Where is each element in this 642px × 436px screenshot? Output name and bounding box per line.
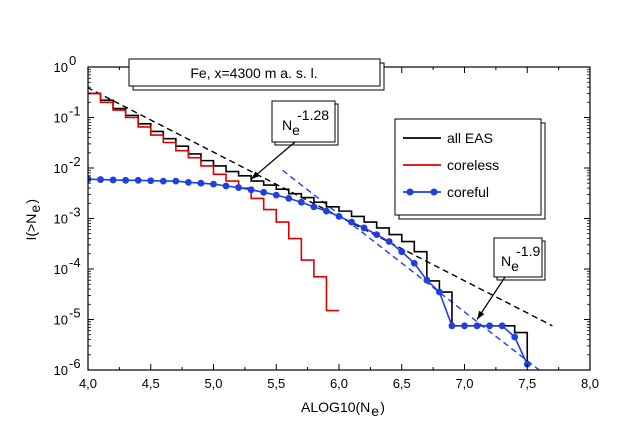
annotation-arrowhead-slope-1.28 bbox=[251, 171, 260, 180]
annotation-box-slope-1.9 bbox=[493, 237, 543, 278]
x-axis-title-close: ) bbox=[380, 399, 385, 415]
data-point-coreful-12 bbox=[235, 184, 243, 191]
data-point-coreful-24 bbox=[385, 238, 393, 245]
y-tick-label: 10 bbox=[54, 262, 68, 277]
data-point-coreful-4 bbox=[134, 176, 142, 184]
annotation-arrow-slope-1.9 bbox=[476, 276, 506, 320]
data-point-coreful-18 bbox=[310, 203, 318, 211]
annotation-sub: e bbox=[292, 122, 300, 138]
x-axis-title: ALOG10(N bbox=[301, 399, 370, 415]
fit-line-fit-1.9 bbox=[282, 169, 541, 370]
annotation-sup: -1.9 bbox=[516, 243, 540, 259]
data-point-coreful-30 bbox=[461, 322, 468, 330]
data-point-coreful-1 bbox=[97, 176, 104, 183]
title-box bbox=[128, 58, 381, 87]
data-point-coreful-13 bbox=[247, 186, 255, 194]
x-axis-title-sub: e bbox=[371, 403, 379, 419]
y-tick-label: 10 bbox=[54, 212, 68, 227]
series-line-coreless bbox=[88, 92, 339, 312]
x-tick-label: 4,0 bbox=[79, 376, 97, 391]
data-point-coreful-7 bbox=[172, 177, 180, 185]
legend-marker bbox=[406, 188, 414, 196]
data-point-coreful-15 bbox=[272, 191, 280, 199]
plot-area bbox=[88, 87, 553, 370]
x-tick-label: 6,0 bbox=[330, 376, 348, 391]
data-point-coreful-16 bbox=[285, 195, 293, 202]
y-tick-exponent: -4 bbox=[69, 255, 81, 270]
data-point-coreful-9 bbox=[197, 179, 205, 187]
chart-title: Fe, x=4300 m a. s. l. bbox=[190, 65, 317, 81]
y-tick-exponent: -2 bbox=[69, 154, 81, 169]
x-tick-label: 5,5 bbox=[267, 376, 285, 391]
data-point-coreful-32 bbox=[486, 322, 493, 330]
annotation-sup: -1.28 bbox=[297, 107, 329, 123]
data-point-coreful-28 bbox=[436, 288, 443, 296]
data-point-coreful-21 bbox=[348, 218, 355, 226]
data-point-coreful-34 bbox=[511, 333, 519, 341]
x-tick-label: 8,0 bbox=[581, 376, 599, 391]
data-point-coreful-11 bbox=[222, 182, 230, 190]
y-tick-exponent: -5 bbox=[69, 306, 81, 321]
annotation-arrowhead-slope-1.9 bbox=[477, 310, 485, 320]
y-axis-title: I(>N bbox=[23, 214, 39, 241]
fit-line-fit-1.28 bbox=[88, 87, 553, 327]
x-tick-label: 7,5 bbox=[518, 376, 536, 391]
data-point-coreful-23 bbox=[373, 231, 381, 238]
legend-label-all-EAS: all EAS bbox=[447, 130, 493, 146]
y-axis-title-group: I(>Ne) bbox=[23, 199, 43, 241]
data-point-coreful-14 bbox=[260, 188, 268, 196]
y-axis-title-close: ) bbox=[23, 199, 39, 204]
data-point-coreful-20 bbox=[335, 213, 343, 220]
y-tick-label: 10 bbox=[54, 161, 68, 176]
annotation-base: N bbox=[282, 117, 292, 133]
y-tick-label: 10 bbox=[54, 313, 68, 328]
x-tick-label: 7,0 bbox=[455, 376, 473, 391]
data-point-coreful-10 bbox=[210, 180, 217, 188]
legend-label-coreful: coreful bbox=[447, 184, 489, 200]
x-tick-label: 4,5 bbox=[142, 376, 160, 391]
y-tick-exponent: -3 bbox=[69, 205, 81, 220]
y-tick-label: 10 bbox=[54, 111, 68, 126]
data-point-coreful-22 bbox=[360, 224, 368, 232]
y-tick-exponent: -1 bbox=[69, 104, 81, 119]
y-tick-exponent: -6 bbox=[69, 356, 81, 371]
data-point-coreful-8 bbox=[185, 178, 192, 186]
series-line-all-EAS bbox=[88, 92, 529, 365]
legend-marker bbox=[430, 188, 438, 196]
x-tick-label: 6,5 bbox=[393, 376, 411, 391]
legend-label-coreless: coreless bbox=[447, 157, 499, 173]
y-axis-title-sub: e bbox=[27, 205, 43, 213]
data-point-coreful-31 bbox=[473, 322, 481, 330]
data-point-coreful-2 bbox=[109, 176, 117, 184]
annotation-arrow-slope-1.28 bbox=[250, 141, 296, 180]
data-point-coreful-3 bbox=[122, 176, 130, 184]
data-point-coreful-5 bbox=[147, 177, 155, 185]
annotation-box-slope-1.28 bbox=[271, 100, 336, 143]
x-tick-label: 5,0 bbox=[204, 376, 222, 391]
data-point-coreful-33 bbox=[498, 322, 506, 330]
data-point-coreful-26 bbox=[410, 259, 418, 267]
data-point-coreful-29 bbox=[448, 322, 456, 330]
y-tick-label: 10 bbox=[54, 60, 68, 75]
annotation-sub: e bbox=[511, 258, 519, 274]
data-point-coreful-19 bbox=[323, 207, 330, 215]
legend-box bbox=[394, 118, 542, 216]
data-point-coreful-25 bbox=[398, 248, 406, 256]
data-point-coreful-17 bbox=[297, 198, 305, 206]
y-tick-label: 10 bbox=[54, 363, 68, 378]
data-point-coreful-6 bbox=[159, 177, 167, 185]
data-point-coreful-27 bbox=[423, 276, 431, 284]
annotation-base: N bbox=[501, 253, 511, 269]
y-tick-exponent: 0 bbox=[69, 53, 76, 68]
